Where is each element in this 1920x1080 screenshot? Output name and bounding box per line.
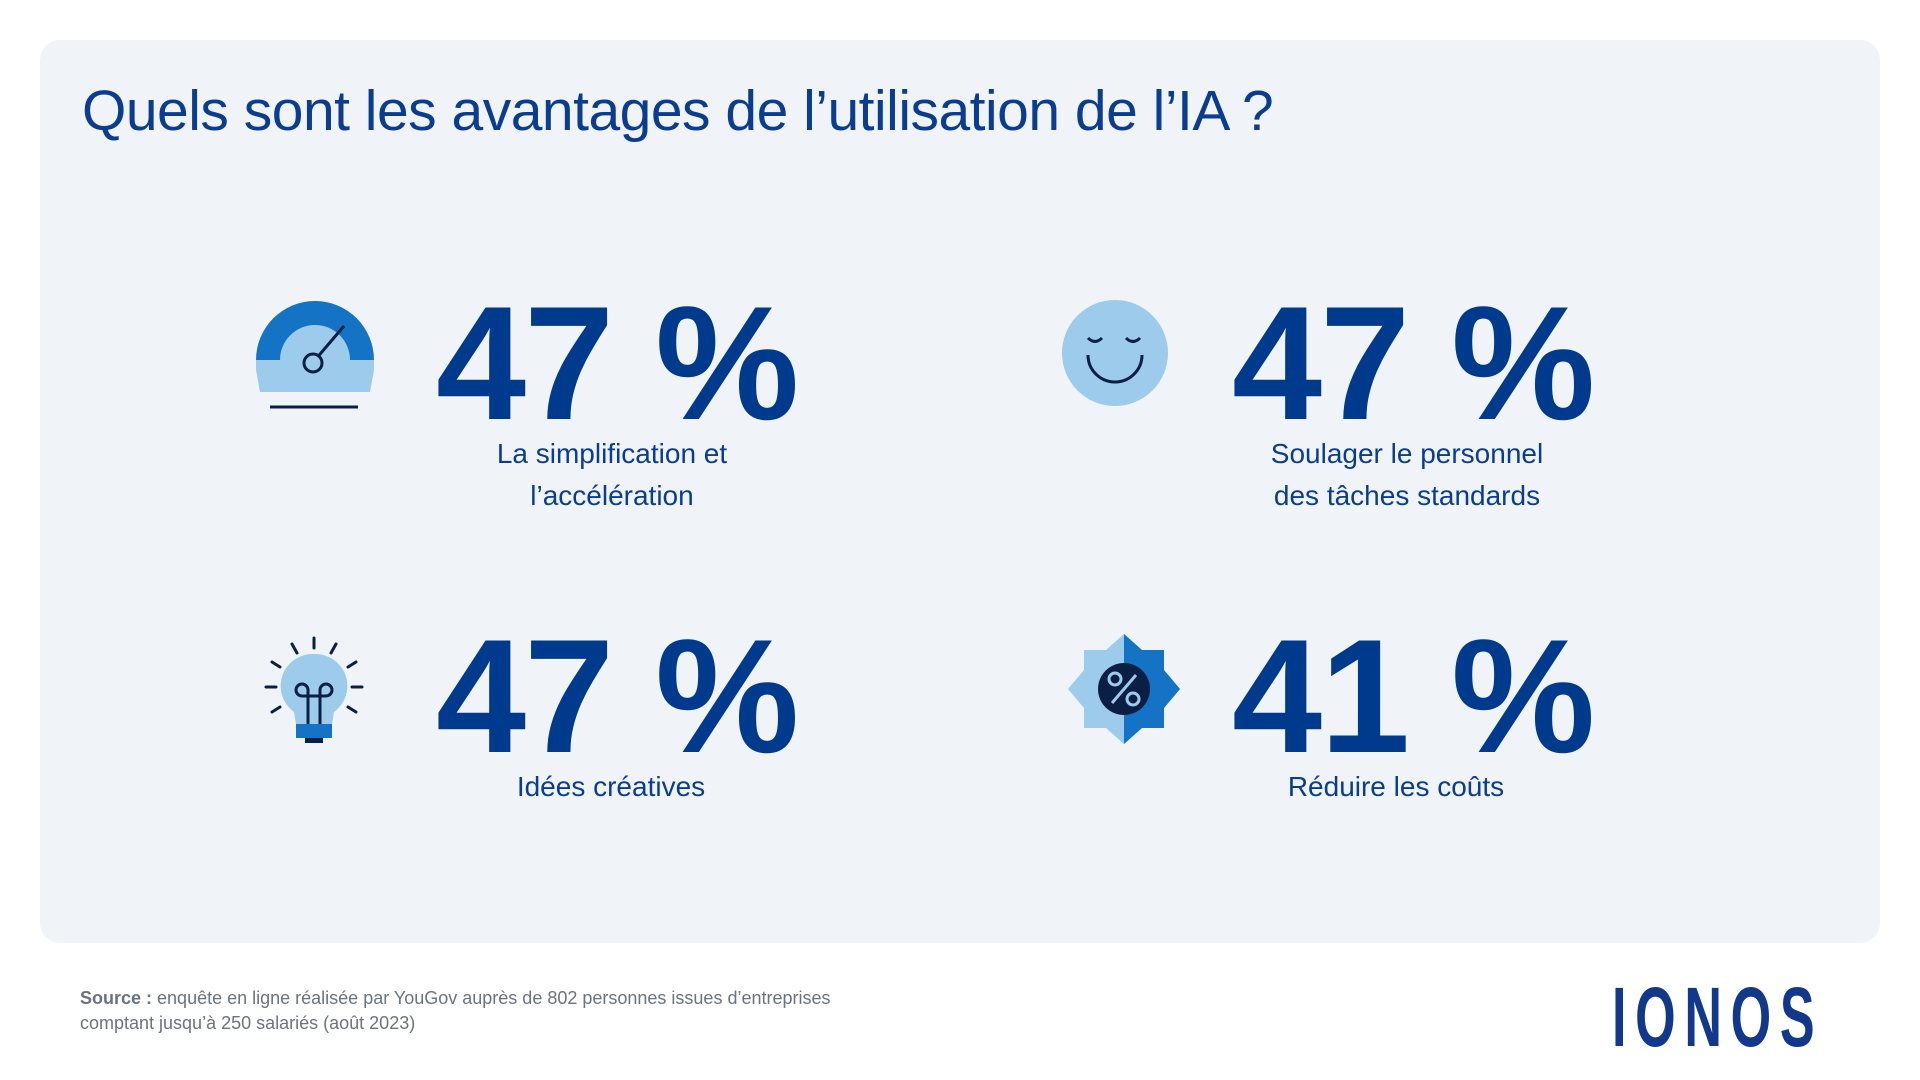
stat-label-line: Soulager le personnel	[1270, 438, 1544, 469]
stat-label: La simplification et l’accélération	[402, 433, 822, 517]
stat-label-line: Idées créatives	[516, 771, 706, 802]
stat-label-line: l’accélération	[530, 480, 694, 511]
stat-label: Réduire les coûts	[1186, 766, 1606, 808]
infographic-card	[40, 40, 1880, 943]
discount-badge-icon	[1068, 634, 1180, 744]
stat-value: 47 %	[436, 273, 799, 454]
stat-label-line: La simplification et	[496, 438, 728, 469]
stat-label: Idées créatives	[401, 766, 821, 808]
speedometer-icon	[256, 301, 374, 409]
ionos-logo: IONOS	[1612, 970, 1824, 1064]
stat-value: 47 %	[436, 606, 799, 787]
stat-label-line: Réduire les coûts	[1287, 771, 1505, 802]
lightbulb-icon	[264, 636, 364, 743]
stat-value: 47 %	[1232, 273, 1595, 454]
source-line-1: enquête en ligne réalisée par YouGov aup…	[152, 988, 831, 1008]
smiley-face-icon	[1062, 300, 1168, 406]
stat-label: Soulager le personnel des tâches standar…	[1197, 433, 1617, 517]
stat-value: 41 %	[1232, 606, 1595, 787]
source-prefix: Source :	[80, 988, 153, 1008]
source-note: Source : enquête en ligne réalisée par Y…	[80, 986, 831, 1036]
stat-label-line: des tâches standards	[1273, 480, 1541, 511]
source-line-2: comptant jusqu’à 250 salariés (août 2023…	[80, 1013, 416, 1033]
page-title: Quels sont les avantages de l’utilisatio…	[82, 79, 1274, 143]
